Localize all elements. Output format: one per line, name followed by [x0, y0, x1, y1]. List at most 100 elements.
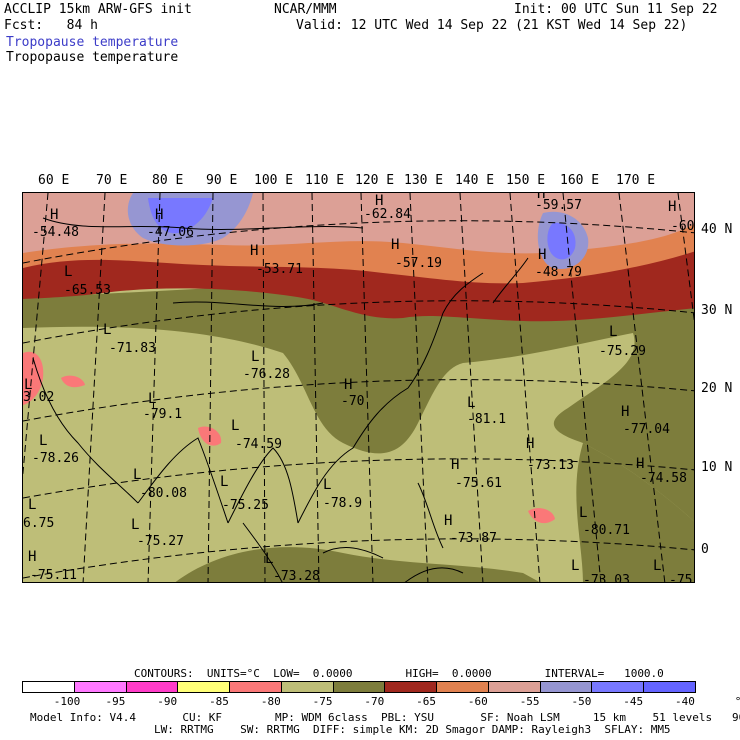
colorbar-label: °C	[734, 695, 740, 708]
svg-text:H: H	[636, 456, 644, 472]
colorbar-label: -45	[623, 695, 644, 708]
extremum-marker: L -74.59	[231, 418, 282, 452]
map-panel: H -54.48 H -47.06 H -62.84 H -59.57 H -60 H -5…	[22, 192, 695, 583]
colorbar-swatch	[125, 681, 179, 693]
extremum-marker: L -78.26	[32, 433, 79, 466]
extremum-marker: H -73.13	[526, 436, 574, 473]
svg-text:-73.03: -73.03	[583, 573, 630, 583]
svg-text:-70: -70	[341, 394, 364, 409]
extremum-marker: H -60	[668, 199, 694, 234]
svg-text:L: L	[265, 551, 273, 567]
model-title: ACCLIP 15km ARW-GFS init	[4, 2, 192, 17]
extremum-marker: H -47.06	[147, 207, 194, 240]
svg-text:-54.48: -54.48	[32, 225, 79, 240]
extremum-marker: H -57.19	[391, 237, 442, 271]
init-time: Init: 00 UTC Sun 11 Sep 22	[514, 2, 718, 17]
lon-label: 140 E	[455, 173, 495, 188]
svg-text:L: L	[653, 558, 661, 574]
colorbar-swatch	[280, 681, 334, 693]
svg-text:-73.13: -73.13	[527, 458, 574, 473]
colorbar-swatch	[591, 681, 645, 693]
svg-text:H: H	[28, 549, 36, 565]
lon-label: 80 E	[152, 173, 184, 188]
lon-label: 150 E	[506, 173, 546, 188]
svg-text:-75.27: -75.27	[137, 534, 184, 549]
lat-label: 40 N	[701, 222, 733, 237]
svg-text:H: H	[451, 457, 459, 473]
extremum-marker: L -75	[653, 558, 692, 582]
svg-text:H: H	[621, 404, 629, 420]
svg-text:-65.53: -65.53	[64, 283, 111, 298]
extremum-marker: L -71.83	[103, 322, 156, 356]
svg-text:-57.19: -57.19	[395, 256, 442, 271]
colorbar-label: -75	[312, 695, 333, 708]
svg-text:H: H	[250, 243, 258, 259]
extremum-marker: H -54.48	[32, 207, 79, 240]
extremum-marker: L-79.1	[143, 391, 182, 422]
svg-text:-62.84: -62.84	[364, 207, 411, 222]
svg-text:-74.58: -74.58	[640, 471, 687, 486]
extremum-marker: L -75.29	[599, 324, 646, 359]
colorbar-label: -85	[209, 695, 229, 708]
field-band-minus45-west	[148, 198, 213, 234]
svg-text:L: L	[24, 377, 32, 393]
svg-text:H: H	[668, 199, 676, 215]
svg-text:L: L	[103, 322, 111, 338]
lon-label: 120 E	[355, 173, 395, 188]
extremum-marker: H -77.04	[621, 404, 670, 437]
extremum-marker: L-73.28	[265, 551, 320, 583]
lon-label: 70 E	[96, 173, 128, 188]
svg-text:H: H	[526, 436, 534, 452]
model-info-line2: LW: RRTMG SW: RRTMG DIFF: simple KM: 2D …	[154, 723, 671, 736]
svg-text:L: L	[64, 264, 72, 280]
lon-label: 110 E	[305, 173, 345, 188]
svg-text:H: H	[391, 237, 399, 253]
colorbar-swatch	[177, 681, 231, 693]
svg-text:-47.06: -47.06	[147, 225, 194, 240]
extremum-marker: L -78.9	[323, 477, 362, 511]
svg-text:-53.71: -53.71	[256, 262, 303, 277]
colorbar-swatch	[332, 681, 386, 693]
svg-text:-73.28: -73.28	[273, 569, 320, 583]
graticule	[23, 193, 694, 582]
extremum-marker: H -53.71	[250, 243, 303, 277]
colorbar-label: -70	[364, 695, 385, 708]
extremum-marker: H-59.57	[535, 193, 582, 213]
svg-text:-75.61: -75.61	[455, 476, 502, 491]
svg-text:L: L	[28, 497, 36, 513]
svg-text:-75.11: -75.11	[30, 568, 77, 583]
svg-text:-75.25: -75.25	[222, 498, 269, 513]
svg-text:-80.71: -80.71	[583, 523, 630, 538]
svg-text:L: L	[467, 395, 475, 411]
svg-text:L: L	[579, 505, 587, 521]
extremum-marker: H-70	[341, 377, 364, 409]
extremum-marker: L -76.28	[243, 349, 290, 382]
extremum-marker: H -75.11	[28, 549, 77, 583]
contours-info: CONTOURS: UNITS=°C LOW= 0.0000 HIGH= 0.0…	[134, 667, 664, 680]
lon-label: 60 E	[38, 173, 70, 188]
svg-text:-48.79: -48.79	[535, 265, 582, 280]
lon-label: 90 E	[206, 173, 238, 188]
field-title: Tropopause temperature	[6, 50, 179, 65]
svg-text:L: L	[220, 474, 228, 490]
svg-text:L: L	[231, 418, 239, 434]
svg-text:3.02: 3.02	[23, 390, 54, 405]
lat-label: 20 N	[701, 381, 733, 396]
svg-text:H: H	[537, 193, 545, 202]
colorbar-label: -65	[416, 695, 437, 708]
svg-text:L: L	[133, 467, 141, 483]
svg-text:H: H	[155, 207, 163, 223]
svg-text:L: L	[148, 391, 156, 407]
extremum-marker: L -75.25	[220, 474, 269, 513]
colorbar-swatch	[22, 681, 75, 693]
extremum-marker: L -73.03	[571, 558, 630, 583]
field-band-minus70	[23, 263, 694, 522]
extremum-marker: H-74.58	[636, 456, 687, 486]
colorbar-label: -95	[105, 695, 126, 708]
svg-text:-59.57: -59.57	[535, 198, 582, 213]
svg-text:L: L	[571, 558, 579, 574]
model-info-line1: Model Info: V4.4 CU: KF MP: WDM 6class P…	[30, 711, 740, 724]
svg-text:-75.29: -75.29	[599, 344, 646, 359]
svg-text:H: H	[50, 207, 58, 223]
lon-label: 130 E	[404, 173, 444, 188]
